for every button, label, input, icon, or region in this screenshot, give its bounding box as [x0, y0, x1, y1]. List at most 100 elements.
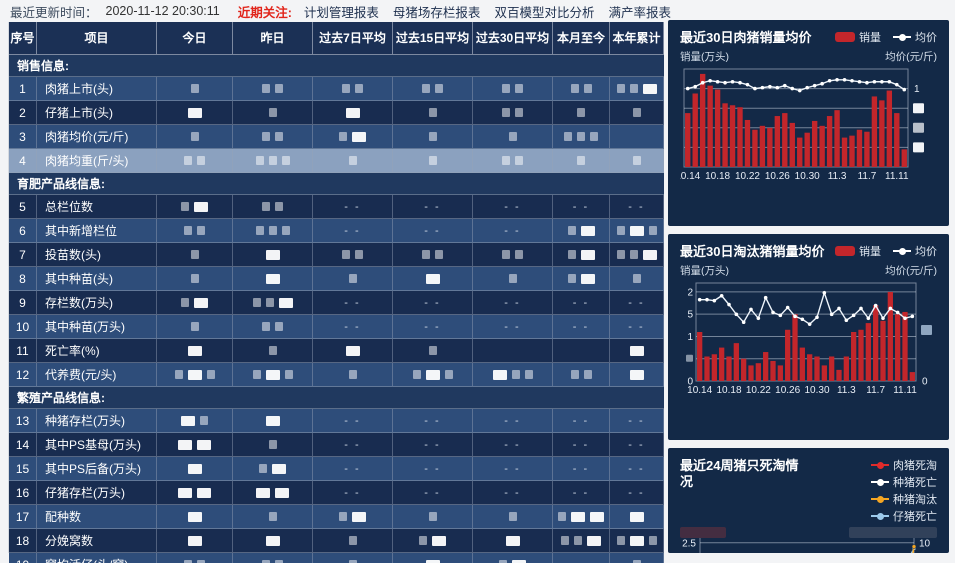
combo-chart: 10.14 10.18 10.22 10.26 10.30 11.3 11.7 11.11 1	[680, 68, 924, 182]
data-cell	[157, 363, 233, 387]
data-cell	[233, 149, 313, 173]
data-cell	[553, 363, 610, 387]
redacted-value-block	[268, 512, 277, 521]
chart-title: 最近24周猪只死淘情况	[680, 458, 799, 489]
redacted-dash: - -	[628, 296, 645, 309]
data-cell: - -	[313, 409, 393, 433]
redacted-value-block	[342, 84, 350, 93]
data-cell	[157, 409, 233, 433]
redacted-value-block	[428, 512, 437, 521]
redacted-value-block	[184, 226, 192, 235]
table-row-13[interactable]: 13 种猪存栏(万头) - - - - - - - - - -	[9, 409, 664, 433]
data-cell	[233, 409, 313, 433]
row-label: 投苗数(头)	[37, 243, 157, 267]
redacted-value-block	[583, 84, 592, 93]
redacted-value-block	[252, 298, 261, 307]
legend-line-marker	[871, 495, 889, 503]
topbar-link-3[interactable]: 双百模型对比分析	[494, 5, 595, 20]
legend-item-种猪淘汰[interactable]: 种猪淘汰	[871, 491, 937, 507]
legend-item-种猪死亡[interactable]: 种猪死亡	[871, 474, 937, 490]
redacted-value-block	[262, 202, 270, 211]
redacted-value-block	[590, 511, 604, 522]
redacted-value-block	[262, 84, 270, 93]
table-row-14[interactable]: 14 其中PS基母(万头) - - - - - - - - - -	[9, 433, 664, 457]
data-cell: - -	[313, 291, 393, 315]
svg-text:10: 10	[919, 538, 931, 549]
redacted-value-block	[178, 439, 192, 450]
data-cell	[157, 339, 233, 363]
table-row-10[interactable]: 10 其中种苗(万头) - - - - - - - - - -	[9, 315, 664, 339]
column-header: 过去15日平均	[393, 22, 473, 55]
table-row-7[interactable]: 7 投苗数(头)	[9, 243, 664, 267]
redacted-value-block	[348, 156, 357, 165]
svg-text:11.3: 11.3	[837, 385, 856, 396]
redacted-value-block	[428, 156, 437, 165]
legend-item-均价[interactable]: 均价	[893, 243, 937, 259]
data-cell	[233, 363, 313, 387]
svg-text:2.5: 2.5	[682, 538, 696, 549]
redacted-dash: - -	[628, 438, 645, 451]
table-row-12[interactable]: 12 代养费(元/头)	[9, 363, 664, 387]
row-number: 6	[9, 219, 37, 243]
data-cell	[610, 267, 664, 291]
table-row-16[interactable]: 16 仔猪存栏(万头) - - - - - - - - - -	[9, 481, 664, 505]
legend-item-销量[interactable]: 销量	[835, 29, 881, 45]
legend-item-均价[interactable]: 均价	[893, 29, 937, 45]
table-row-3[interactable]: 3 肉猪均价(元/斤)	[9, 125, 664, 149]
table-row-18[interactable]: 18 分娩窝数	[9, 529, 664, 553]
table-row-19[interactable]: 19窝均活仔(头/窝)	[9, 553, 664, 563]
legend-label: 种猪淘汰	[893, 494, 937, 506]
legend-item-销量[interactable]: 销量	[835, 243, 881, 259]
data-cell	[233, 267, 313, 291]
data-cell	[157, 433, 233, 457]
table-row-17[interactable]: 17 配种数	[9, 505, 664, 529]
table-row-5[interactable]: 5 总栏位数 - - - - - - - - - -	[9, 195, 664, 219]
redacted-dash: - -	[572, 462, 590, 475]
redacted-value-block	[432, 535, 446, 546]
redacted-dash: - -	[504, 320, 521, 333]
redacted-value-block	[178, 487, 192, 498]
redacted-value-block	[187, 345, 202, 356]
table-row-9[interactable]: 9 存栏数(万头) - - - - - - - - - -	[9, 291, 664, 315]
redacted-dash: - -	[344, 438, 361, 451]
topbar-link-2[interactable]: 母猪场存栏报表	[392, 5, 481, 20]
data-cell	[553, 219, 610, 243]
topbar-link-4[interactable]: 满产率报表	[608, 5, 671, 20]
row-label: 分娩窝数	[37, 529, 157, 553]
data-cell	[157, 195, 233, 219]
table-row-2[interactable]: 2 仔猪上市(头)	[9, 101, 664, 125]
data-cell: - -	[553, 315, 610, 339]
table-row-6[interactable]: 6 其中新增栏位 - - - - - -	[9, 219, 664, 243]
data-cell	[233, 457, 313, 481]
redacted-value-block	[425, 559, 440, 563]
redacted-value-block	[187, 463, 202, 474]
data-cell	[233, 77, 313, 101]
topbar-link-1[interactable]: 计划管理报表	[303, 5, 379, 20]
svg-text:1: 1	[914, 84, 920, 95]
data-cell	[233, 553, 313, 563]
redacted-value-block	[268, 440, 277, 449]
data-cell	[393, 339, 473, 363]
redacted-value-block	[190, 322, 199, 331]
redacted-value-block	[275, 322, 283, 331]
table-row-4[interactable]: 4 肉猪均重(斤/头)	[9, 149, 664, 173]
table-row-1[interactable]: 1 肉猪上市(头)	[9, 77, 664, 101]
svg-text:10.26: 10.26	[775, 385, 800, 396]
data-cell	[233, 529, 313, 553]
data-cell	[233, 101, 313, 125]
table-row-11[interactable]: 11 死亡率(%)	[9, 339, 664, 363]
mortality-line-chart: 2.510281.56	[682, 538, 931, 553]
redacted-value-block	[256, 487, 270, 498]
redacted-value-block	[564, 132, 572, 141]
legend-label: 均价	[915, 32, 937, 44]
data-cell	[233, 505, 313, 529]
table-row-8[interactable]: 8 其中种苗(头)	[9, 267, 664, 291]
data-cell	[393, 363, 473, 387]
legend-item-肉猪死淘[interactable]: 肉猪死淘	[871, 457, 937, 473]
redacted-value-block	[252, 370, 261, 379]
redacted-value-block	[412, 370, 421, 379]
data-cell	[393, 101, 473, 125]
table-row-15[interactable]: 15 其中PS后备(万头) - - - - - - - - - -	[9, 457, 664, 481]
legend-item-仔猪死亡[interactable]: 仔猪死亡	[871, 508, 937, 524]
data-cell: - -	[473, 433, 553, 457]
